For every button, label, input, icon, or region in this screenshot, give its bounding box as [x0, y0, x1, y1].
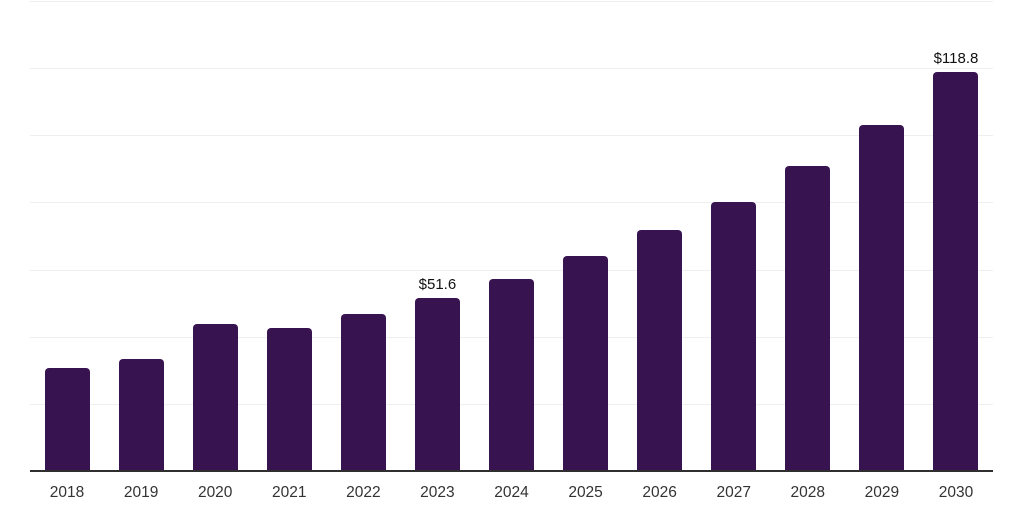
- x-axis-line: [30, 470, 993, 472]
- bar-2026: [637, 230, 683, 471]
- x-tick-label-2025: 2025: [568, 484, 603, 501]
- x-tick-label-2022: 2022: [346, 484, 381, 501]
- x-tick-label-2027: 2027: [716, 484, 751, 501]
- x-tick-label-2029: 2029: [864, 484, 900, 501]
- x-tick-label-2021: 2021: [272, 484, 307, 501]
- bar-2024: [489, 278, 534, 471]
- gridline-100: [30, 135, 993, 137]
- bar-2029: [859, 124, 905, 471]
- gridline-120: [30, 68, 993, 70]
- bar-2022: [340, 313, 386, 471]
- gridline-80: [30, 202, 993, 204]
- x-tick-label-2020: 2020: [197, 484, 233, 501]
- value-label-2030: $118.8: [933, 50, 979, 68]
- bar-2018: [44, 367, 90, 471]
- x-tick-label-2019: 2019: [123, 484, 159, 501]
- gridline-60: [30, 269, 993, 271]
- bar-2027: [711, 202, 757, 471]
- bar-2028: [785, 165, 831, 471]
- bar-2025: [563, 255, 609, 471]
- gridline-140: [30, 1, 993, 2]
- bar-2021: [266, 328, 312, 471]
- bar-2019: [118, 358, 164, 471]
- x-tick-label-2026: 2026: [642, 484, 677, 501]
- x-tick-label-2030: 2030: [938, 484, 974, 501]
- x-tick-label-2023: 2023: [420, 484, 455, 501]
- x-tick-label-2024: 2024: [494, 484, 529, 501]
- x-tick-label-2028: 2028: [790, 484, 826, 501]
- value-label-2023: $51.6: [418, 275, 457, 293]
- bar-2020: [192, 323, 238, 471]
- x-tick-label-2018: 2018: [49, 484, 85, 501]
- bar-2023: [414, 297, 460, 471]
- bar-2030: [933, 72, 979, 471]
